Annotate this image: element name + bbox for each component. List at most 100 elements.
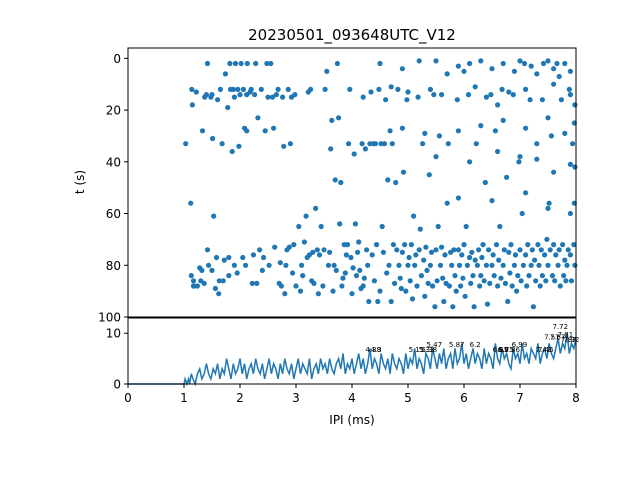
scatter-point xyxy=(510,92,516,98)
scatter-point xyxy=(426,172,432,178)
scatter-point xyxy=(461,242,467,248)
scatter-point xyxy=(452,273,458,279)
scatter-point xyxy=(311,280,317,286)
scatter-point xyxy=(361,275,367,281)
scatter-point xyxy=(255,115,261,121)
scatter-point xyxy=(548,133,555,139)
scatter-point xyxy=(446,283,452,289)
scatter-point xyxy=(369,252,375,258)
scatter-point xyxy=(266,262,272,268)
scatter-point xyxy=(454,97,460,103)
scatter-point xyxy=(540,60,547,67)
scatter-point xyxy=(355,249,361,255)
scatter-point xyxy=(439,244,445,250)
scatter-y-tick-label: 100 xyxy=(98,311,121,325)
scatter-point xyxy=(435,223,441,230)
peak-label: 5.47 xyxy=(427,341,443,349)
scatter-point xyxy=(329,117,335,123)
scatter-point xyxy=(371,278,377,284)
scatter-frame xyxy=(127,47,577,318)
scatter-point xyxy=(254,280,260,286)
scatter-point xyxy=(313,205,319,211)
scatter-point xyxy=(402,242,408,248)
scatter-point xyxy=(523,125,529,131)
scatter-point xyxy=(562,130,568,136)
scatter-point xyxy=(445,141,451,147)
scatter-point xyxy=(244,128,250,134)
scatter-point xyxy=(325,262,332,268)
scatter-point xyxy=(483,262,489,268)
scatter-point xyxy=(231,94,237,100)
scatter-point xyxy=(409,296,416,302)
histogram-y-tick-label: 0 xyxy=(113,378,121,392)
scatter-point xyxy=(524,283,530,289)
scatter-point xyxy=(469,249,475,255)
scatter-point xyxy=(360,283,366,289)
scatter-point xyxy=(497,223,503,230)
scatter-point xyxy=(476,247,482,253)
scatter-point xyxy=(291,242,297,248)
scatter-point xyxy=(509,283,515,289)
scatter-point xyxy=(377,288,383,294)
scatter-point xyxy=(465,92,472,98)
scatter-point xyxy=(547,247,553,253)
scatter-point xyxy=(528,63,534,69)
scatter-point xyxy=(539,273,546,279)
scatter-point xyxy=(328,146,334,152)
scatter-point xyxy=(565,247,571,253)
scatter-point xyxy=(321,247,327,253)
scatter-point xyxy=(492,128,498,134)
scatter-point xyxy=(375,298,381,305)
scatter-point xyxy=(572,262,578,268)
peak-label: 7.92 xyxy=(564,336,580,344)
peak-label: 6.99 xyxy=(512,341,528,349)
scatter-point xyxy=(421,257,427,263)
scatter-point xyxy=(482,179,488,186)
histogram-x-ticks: 0 1 2 3 4 5 6 7 8 xyxy=(124,384,580,405)
scatter-point xyxy=(553,252,559,258)
scatter-point xyxy=(238,60,244,67)
scatter-point xyxy=(489,262,495,268)
scatter-point xyxy=(511,262,517,268)
scatter-point xyxy=(203,92,209,98)
scatter-point xyxy=(467,60,473,67)
scatter-point xyxy=(316,252,323,258)
scatter-point xyxy=(190,278,197,284)
scatter-point xyxy=(440,275,446,281)
scatter-point xyxy=(352,221,358,227)
scatter-point xyxy=(496,257,502,263)
scatter-point xyxy=(517,247,523,253)
scatter-point xyxy=(495,148,501,155)
scatter-point xyxy=(428,249,435,255)
scatter-point xyxy=(273,92,279,98)
scatter-point xyxy=(216,278,222,284)
scatter-point xyxy=(282,291,288,297)
scatter-point xyxy=(296,223,302,230)
scatter-point xyxy=(528,262,534,268)
scatter-point xyxy=(427,86,433,92)
scatter-point xyxy=(464,262,470,268)
scatter-point xyxy=(499,86,505,92)
scatter-point xyxy=(280,94,286,100)
scatter-point xyxy=(390,242,396,248)
scatter-point xyxy=(240,86,246,92)
scatter-point xyxy=(189,102,195,108)
scatter-point xyxy=(213,254,220,261)
scatter-point xyxy=(545,262,551,268)
scatter-point xyxy=(327,249,333,255)
scatter-point xyxy=(520,262,527,268)
scatter-point xyxy=(483,94,489,100)
scatter-point xyxy=(420,141,426,147)
scatter-point xyxy=(491,273,497,279)
scatter-point xyxy=(226,254,232,261)
scatter-point xyxy=(430,283,436,289)
scatter-point xyxy=(259,267,265,273)
scatter-point xyxy=(388,84,394,90)
scatter-point xyxy=(511,68,517,74)
scatter-point xyxy=(455,128,461,134)
peak-label: 6.2 xyxy=(470,341,481,349)
peak-label: 5.33 xyxy=(419,346,435,354)
scatter-point xyxy=(554,60,560,67)
scatter-point xyxy=(493,242,500,248)
scatter-point xyxy=(399,249,405,255)
